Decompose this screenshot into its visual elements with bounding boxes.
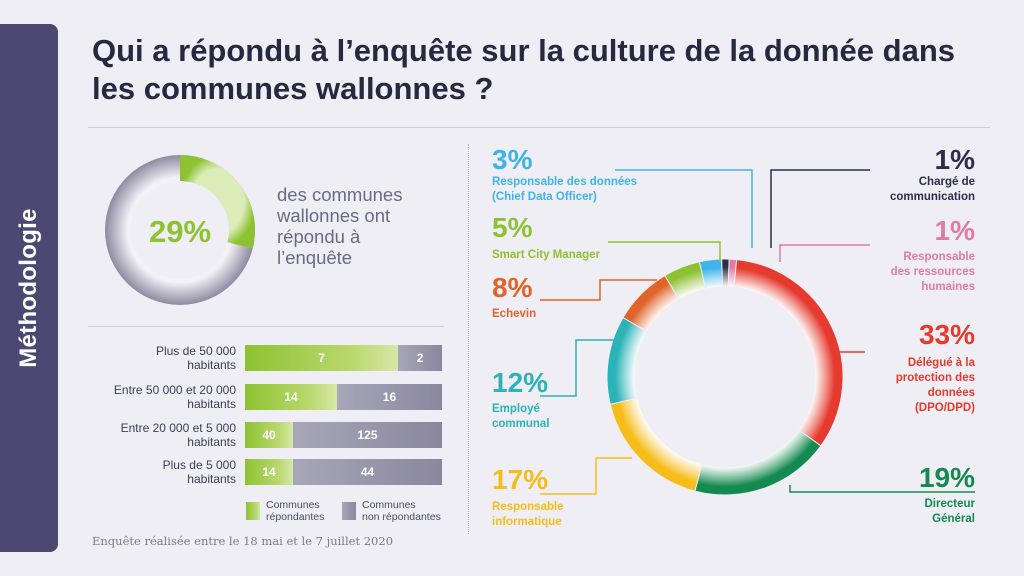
bar-respondents: 14	[245, 384, 337, 410]
donut-pct-scm: 5%	[492, 212, 533, 243]
bar-category-label: Entre 50 000 et 20 000 habitants	[113, 383, 236, 411]
bar-category-label: Entre 20 000 et 5 000 habitants	[120, 421, 236, 449]
bar-category-label: Plus de 50 000 habitants	[155, 344, 236, 372]
bar-non-respondents: 16	[336, 384, 442, 410]
donut-label-comm: Chargé de communication	[890, 176, 975, 203]
donut-pct-ech: 8%	[492, 272, 533, 303]
donut-pct-dpo: 33%	[918, 319, 975, 350]
leader-line-scm	[608, 241, 721, 262]
side-tab: Méthodologie	[0, 24, 58, 552]
leader-line-rh	[779, 244, 870, 262]
page-title: Qui a répondu à l’enquête sur la culture…	[92, 33, 956, 106]
donut-pct-rh: 1%	[934, 215, 975, 246]
donut-label-rh: Responsable des ressources humaines	[890, 251, 975, 293]
bar-non-respondents: 44	[293, 459, 442, 485]
leader-line-comm	[770, 169, 870, 248]
bar-non-respondents: 125	[293, 422, 442, 448]
footnote: Enquête réalisée entre le 18 mai et le 7…	[92, 534, 394, 548]
donut-label-dg: Directeur Général	[924, 498, 976, 525]
donut-label-ech: Echevin	[492, 308, 537, 320]
bar-respondents: 40	[245, 422, 293, 448]
bar-category-label: Plus de 5 000 habitants	[162, 458, 236, 486]
donut-slice-emp	[606, 316, 648, 405]
column-divider	[468, 144, 469, 534]
leader-line-emp	[540, 339, 614, 397]
donut-slice-dg	[694, 428, 822, 496]
donut-label-emp: Employé communal	[492, 403, 550, 430]
donut-pct-dg: 19%	[918, 462, 975, 493]
donut-pct-emp: 12%	[492, 367, 549, 398]
legend-swatch-respondents	[246, 502, 260, 520]
bar-non-respondents: 2	[398, 345, 442, 371]
bar-respondents: 7	[245, 345, 399, 371]
donut-label-it: Responsable informatique	[492, 501, 564, 528]
kpi-donut-hole	[131, 181, 229, 279]
title-divider	[88, 127, 990, 128]
kpi-percent: 29%	[149, 214, 211, 249]
donut-label-dpo: Délégué à la protection des données (DPO…	[895, 357, 975, 414]
leader-line-ech	[540, 279, 657, 301]
legend-label-respondents: Communes répondantes	[266, 499, 325, 523]
leader-line-dg	[789, 485, 975, 493]
kpi-description: des communes wallonnes ont répondu à l’e…	[277, 184, 403, 268]
donut-pct-cdo: 3%	[492, 144, 533, 175]
donut-slice-dpo	[733, 259, 844, 447]
donut-slice-scm	[664, 261, 707, 301]
leader-line-it	[540, 457, 632, 495]
kpi-donut: 29%	[105, 155, 255, 305]
donut-pct-it: 17%	[492, 464, 549, 495]
donut-slice-it	[609, 397, 703, 492]
legend-label-non-respondents: Communes non répondantes	[362, 499, 441, 523]
donut-pct-comm: 1%	[934, 144, 975, 175]
donut-label-cdo: Responsable des données (Chief Data Offi…	[492, 176, 638, 203]
leader-line-cdo	[615, 169, 753, 248]
legend-swatch-non-respondents	[342, 502, 356, 520]
donut-label-scm: Smart City Manager	[492, 249, 601, 261]
kpi-divider	[88, 326, 444, 327]
bar-respondents: 14	[245, 459, 293, 485]
